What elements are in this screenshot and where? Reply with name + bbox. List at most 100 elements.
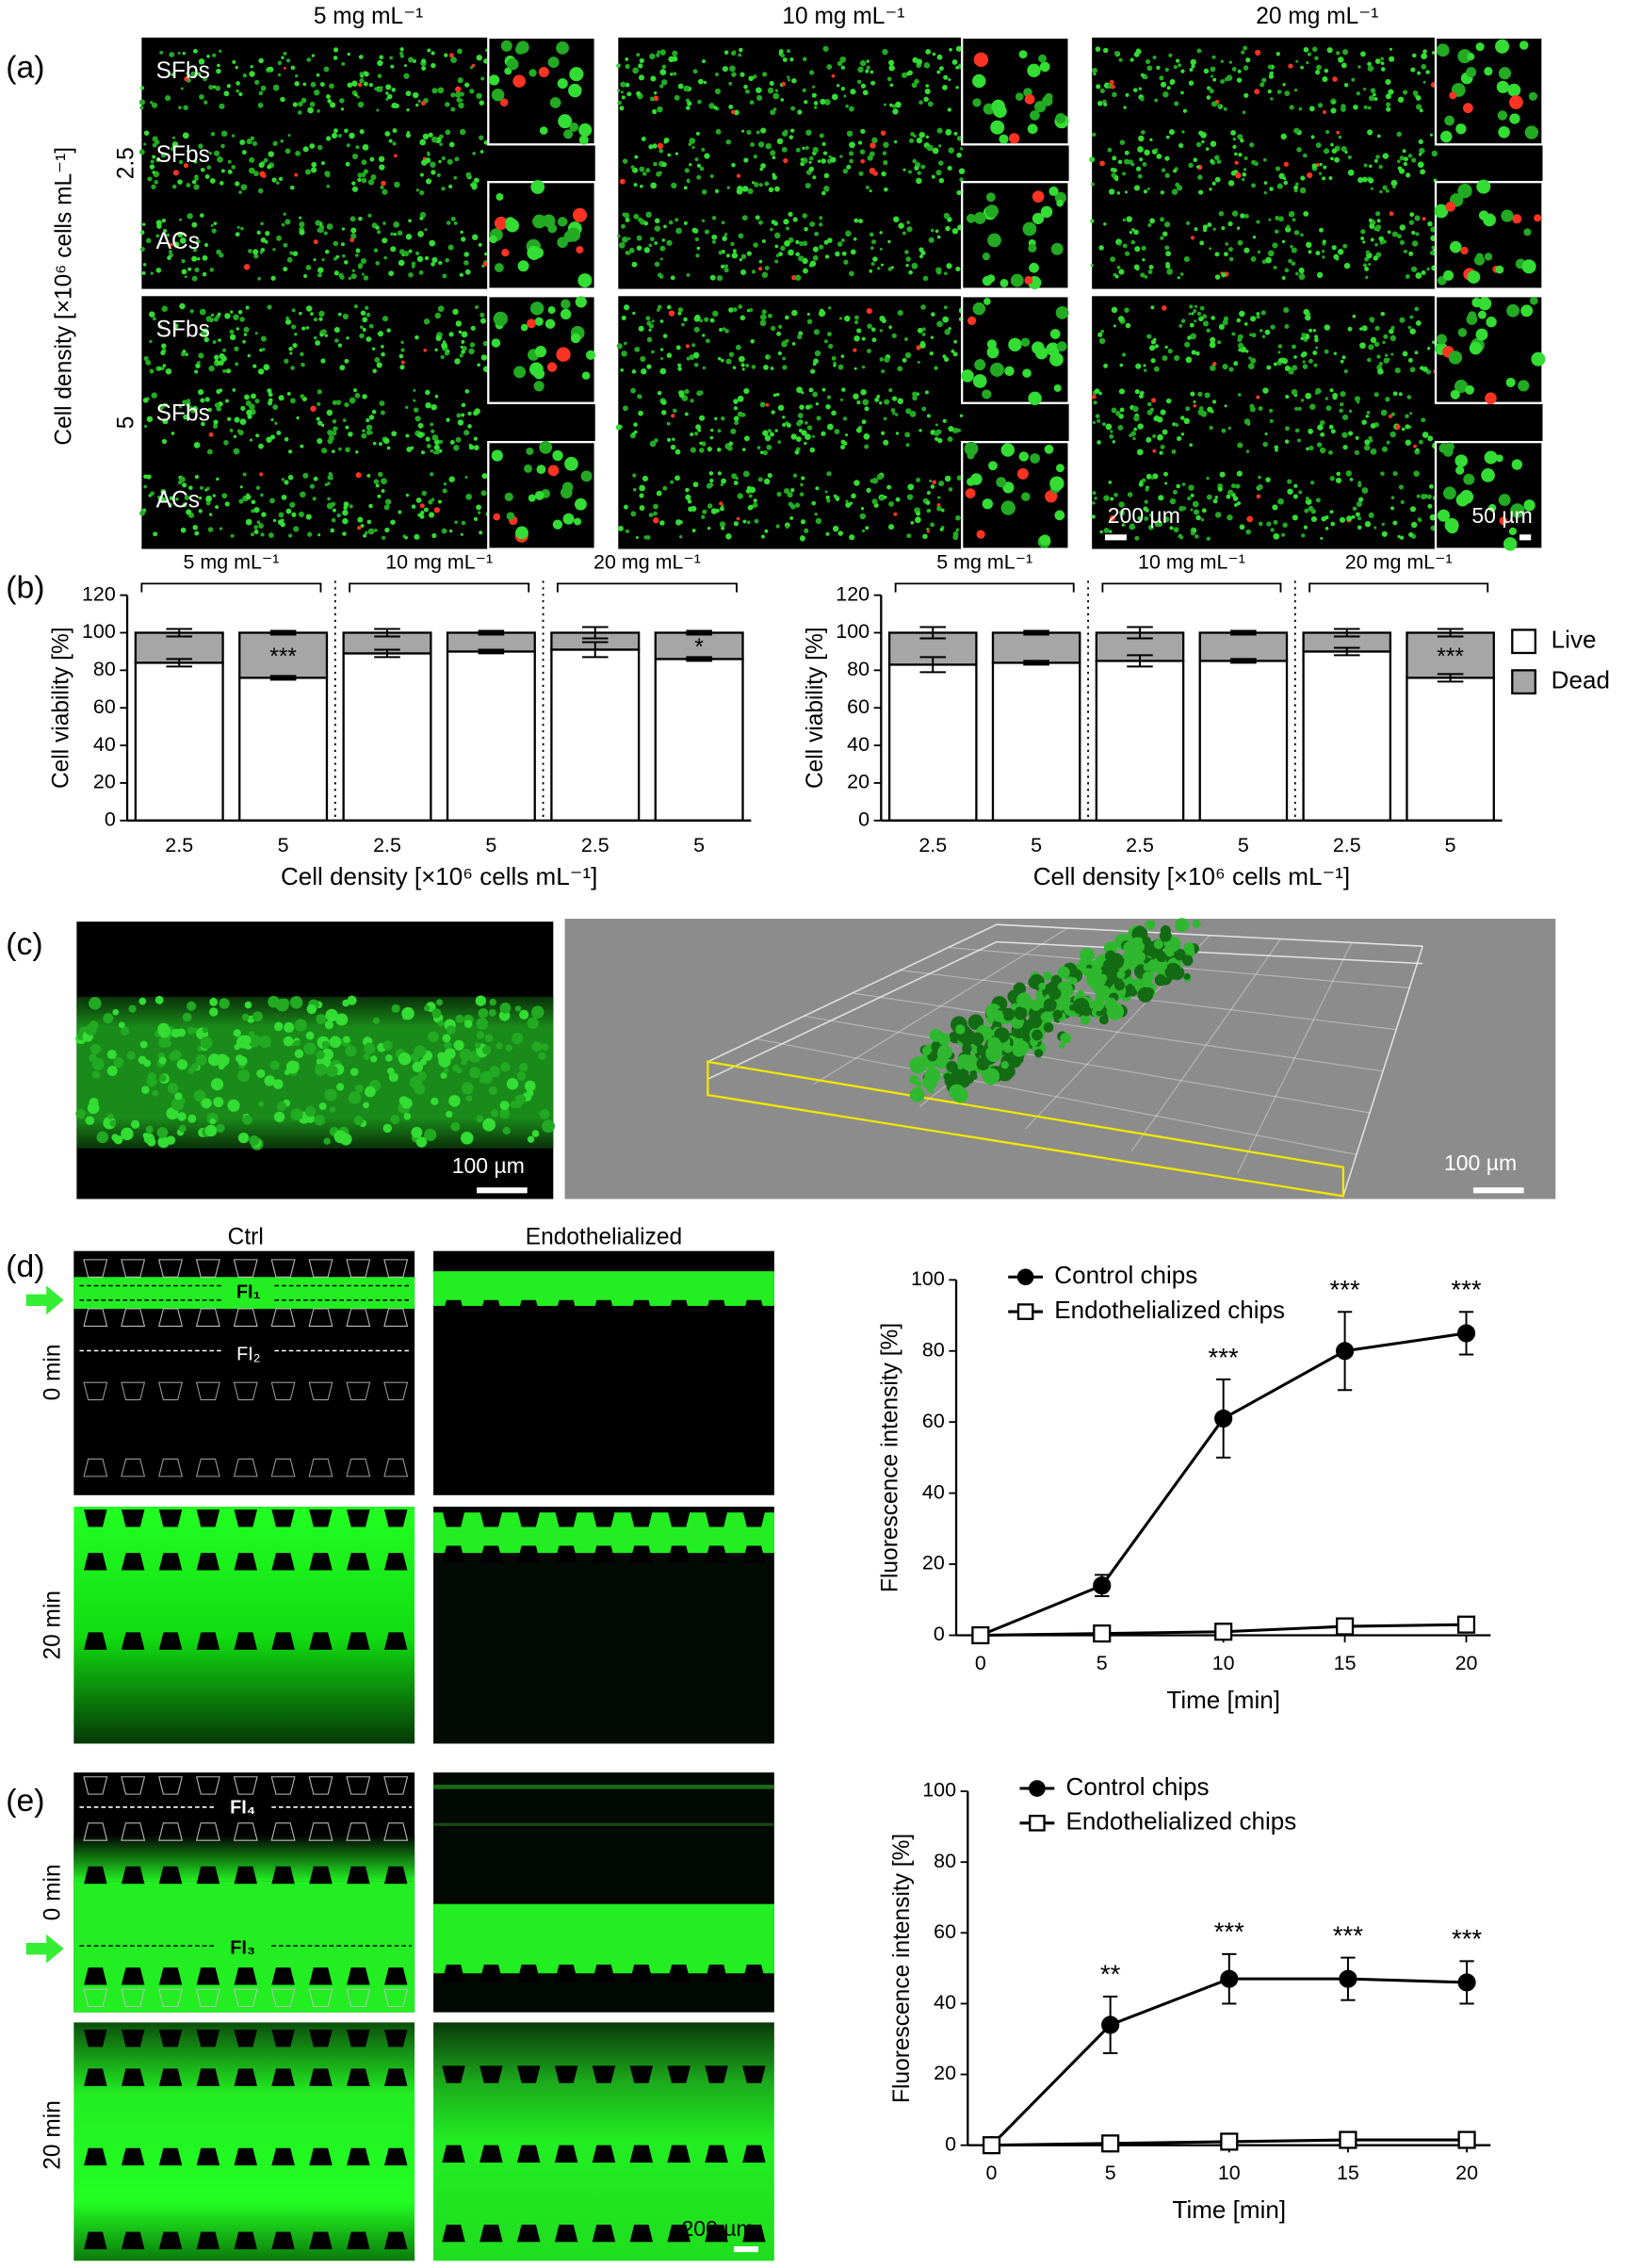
cell <box>860 158 865 164</box>
cell <box>1385 93 1391 100</box>
pillar <box>84 2068 107 2086</box>
cell <box>633 213 640 220</box>
cell <box>155 234 160 238</box>
cell <box>448 529 453 533</box>
cell <box>675 227 682 235</box>
cell <box>457 419 464 426</box>
cell <box>455 436 462 443</box>
cell <box>709 435 714 440</box>
y-tick-label: 40 <box>934 1991 956 2014</box>
cell <box>772 92 780 100</box>
cell <box>728 81 733 86</box>
cell <box>199 308 206 316</box>
cell <box>1027 63 1041 78</box>
pillar <box>629 1299 654 1318</box>
cell <box>252 364 257 368</box>
cell <box>205 495 213 502</box>
cell <box>643 220 649 226</box>
cell <box>967 1053 977 1064</box>
cell <box>377 494 382 498</box>
cell <box>1157 433 1163 441</box>
pillar <box>383 1866 408 1885</box>
cell <box>260 221 264 226</box>
cell <box>1165 263 1171 269</box>
cell <box>1079 947 1095 963</box>
cell <box>674 152 679 155</box>
cell <box>239 485 243 489</box>
cell <box>249 1135 260 1147</box>
cell <box>1288 258 1292 264</box>
cell <box>1111 84 1115 90</box>
cell <box>1211 101 1218 107</box>
cell <box>1399 317 1406 323</box>
cell <box>1310 515 1318 523</box>
cell <box>1216 159 1222 165</box>
cell <box>477 511 481 514</box>
pillar <box>516 2145 541 2163</box>
cell <box>1108 953 1125 970</box>
cell <box>399 51 404 56</box>
cell <box>1113 50 1119 56</box>
cell <box>1357 525 1362 530</box>
cell <box>1284 268 1290 273</box>
x-tick-label: 5 <box>485 834 496 857</box>
cell <box>788 249 794 256</box>
cell <box>1258 475 1261 480</box>
cell <box>180 527 187 533</box>
cell <box>453 1039 464 1051</box>
cell <box>794 449 800 455</box>
x-tick-label: 15 <box>1337 2162 1359 2184</box>
cell <box>1374 211 1381 217</box>
cell <box>842 168 849 174</box>
cell <box>1231 332 1236 336</box>
cell <box>948 425 954 432</box>
cell <box>1366 411 1371 415</box>
cell <box>622 212 626 217</box>
cell <box>156 1127 169 1138</box>
cell <box>1332 101 1336 105</box>
cell <box>760 534 765 539</box>
cell <box>1111 407 1117 414</box>
cell <box>1388 414 1392 418</box>
cell <box>362 328 366 333</box>
cell <box>455 1067 463 1074</box>
cell <box>217 312 221 317</box>
cell <box>770 150 776 156</box>
cell <box>476 1018 489 1030</box>
cell <box>359 77 365 84</box>
cell <box>1463 103 1473 114</box>
cell <box>1110 430 1113 433</box>
cell <box>393 232 398 237</box>
pillar <box>383 2030 408 2048</box>
cell <box>1357 482 1362 488</box>
cell <box>431 51 435 56</box>
cell <box>1363 444 1371 451</box>
cell <box>283 66 286 70</box>
cell <box>317 272 322 278</box>
cell <box>89 1043 101 1054</box>
cell <box>1355 435 1359 440</box>
cell <box>1268 73 1275 79</box>
cell <box>1237 442 1243 449</box>
cell <box>212 53 217 57</box>
cell <box>331 132 338 139</box>
cell <box>479 100 485 106</box>
wireframe <box>813 927 1068 1085</box>
cell <box>841 251 847 256</box>
cell <box>696 163 702 168</box>
cell <box>723 267 729 273</box>
cell <box>263 157 268 163</box>
cell <box>952 351 958 357</box>
cell <box>193 1089 206 1102</box>
cell <box>663 137 670 143</box>
pillar <box>158 1509 183 1527</box>
cell <box>918 100 923 105</box>
cell <box>990 120 1005 135</box>
cell <box>414 533 420 540</box>
cell <box>920 164 926 170</box>
cell <box>435 334 442 341</box>
cell <box>182 502 187 508</box>
marker <box>1339 2130 1357 2149</box>
cell <box>204 174 210 179</box>
cell <box>1276 183 1283 189</box>
